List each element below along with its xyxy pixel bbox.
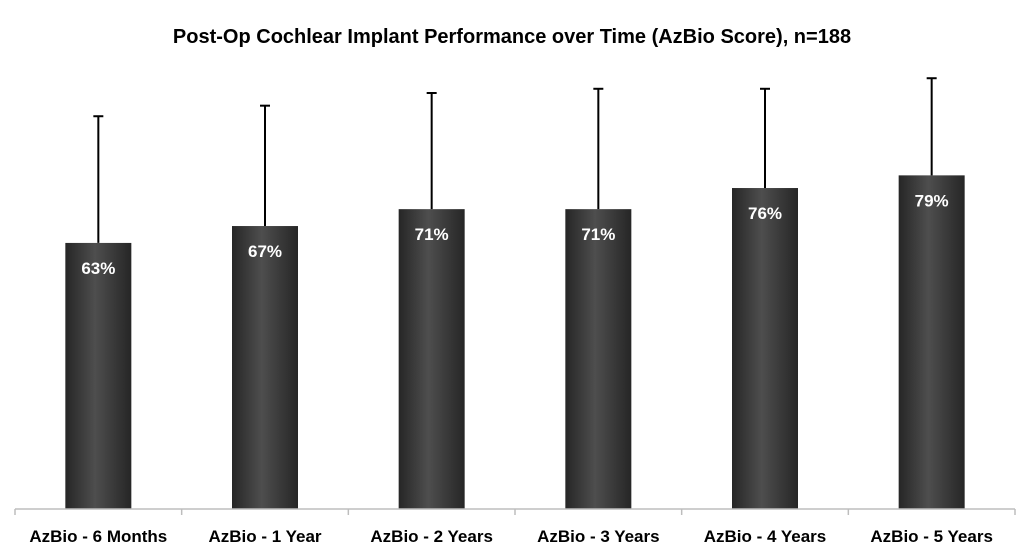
x-tick-label: AzBio - 2 Years: [370, 527, 493, 546]
chart-title: Post-Op Cochlear Implant Performance ove…: [172, 26, 852, 48]
bar: [565, 209, 632, 509]
bar: [732, 188, 798, 510]
bar: [398, 209, 465, 509]
x-tick-label: AzBio - 5 Years: [870, 527, 993, 546]
x-tick-label: AzBio - 4 Years: [704, 527, 827, 546]
bar: [65, 242, 132, 509]
bar-value-label: 71%: [415, 225, 449, 244]
bar-value-label: 63%: [81, 259, 115, 278]
x-tick-label: AzBio - 3 Years: [537, 527, 660, 546]
bar-value-label: 79%: [915, 191, 949, 210]
bar: [898, 175, 965, 509]
bar-value-label: 71%: [581, 225, 615, 244]
bar: [232, 226, 298, 510]
bar-value-label: 76%: [748, 204, 782, 223]
x-tick-label: AzBio - 6 Months: [29, 527, 167, 546]
x-tick-label: AzBio - 1 Year: [208, 527, 321, 546]
bar-value-label: 67%: [248, 242, 282, 261]
